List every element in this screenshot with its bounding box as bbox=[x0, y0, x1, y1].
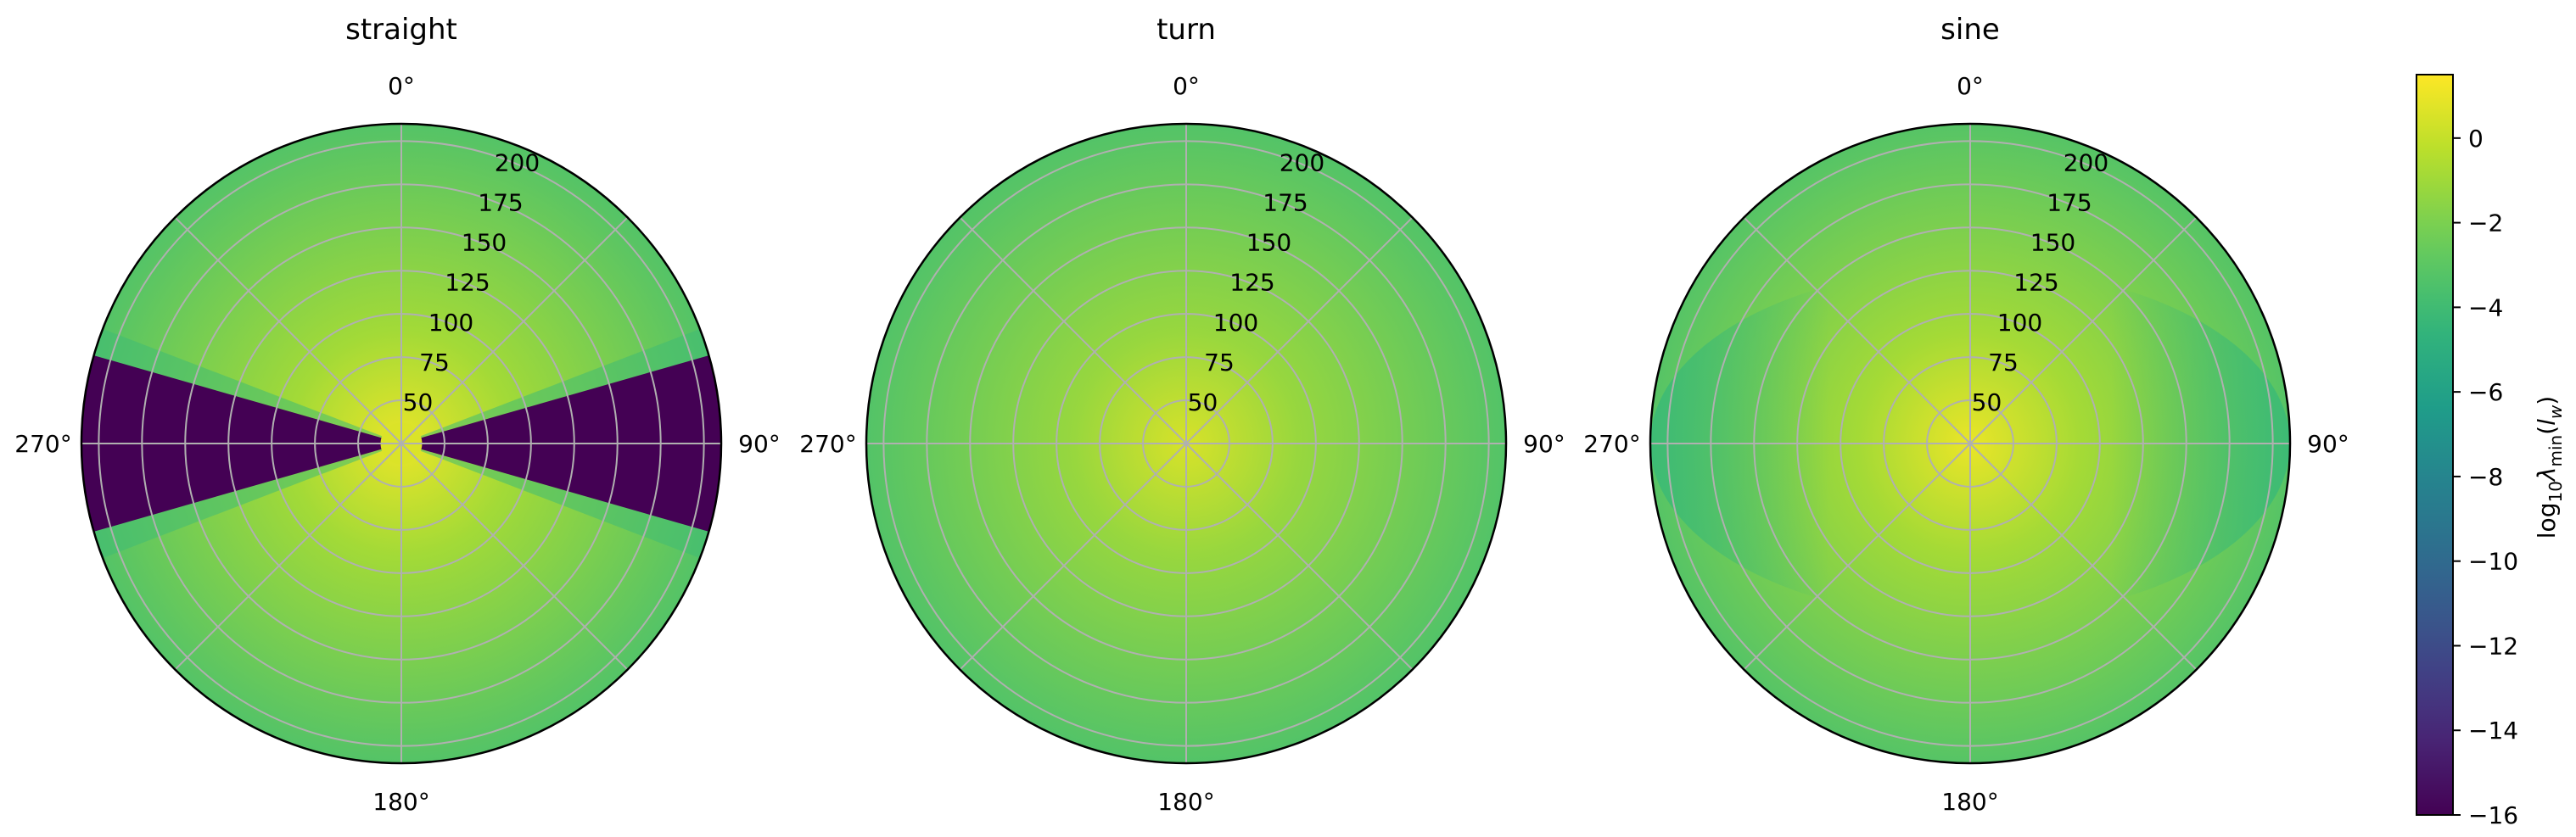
colorbar-outline bbox=[2416, 74, 2454, 816]
r-tick-label: 100 bbox=[1213, 309, 1258, 337]
colorbar-label-open: ( bbox=[2533, 426, 2561, 435]
theta-grid-line bbox=[174, 443, 402, 671]
theta-tick-label: 0° bbox=[1957, 72, 1984, 100]
colorbar-tick-label: −2 bbox=[2468, 209, 2503, 237]
colorbar-tick-label: −14 bbox=[2468, 717, 2518, 745]
r-tick-label: 150 bbox=[1246, 229, 1291, 257]
theta-tick-label: 90° bbox=[1523, 430, 1565, 458]
theta-tick-label: 90° bbox=[738, 430, 781, 458]
polar-panel-straight: straight 50 75 100 125 150 175 200 0° 90° 180° 270… bbox=[14, 13, 781, 816]
theta-grid-line bbox=[959, 216, 1187, 444]
theta-tick-label: 270° bbox=[799, 430, 856, 458]
theta-grid-line bbox=[1185, 216, 1414, 444]
colorbar-tick-label: −8 bbox=[2468, 463, 2503, 491]
theta-tick-label: 180° bbox=[372, 788, 429, 816]
colorbar-label-base: 10 bbox=[2545, 481, 2566, 502]
theta-tick-label: 180° bbox=[1157, 788, 1214, 816]
colorbar-tick-label: −12 bbox=[2468, 632, 2518, 660]
r-tick-label: 75 bbox=[1988, 349, 2019, 377]
colorbar: log10λmin(lw) 0 −2 −4 −6 −8 −10 −12 −14 −16 bbox=[2416, 74, 2566, 829]
r-tick-label: 175 bbox=[1263, 189, 1308, 217]
colorbar-label-close: ) bbox=[2533, 396, 2561, 405]
theta-tick-label: 0° bbox=[1173, 72, 1200, 100]
colorbar-label-min: min bbox=[2545, 435, 2566, 467]
panel-title-straight: straight bbox=[345, 13, 457, 47]
edge-band bbox=[89, 327, 401, 444]
r-tick-label: 100 bbox=[428, 309, 473, 337]
polar-panel-sine: sine 50 75 100 125 150 175 200 0° 90° 180° 270° bbox=[1583, 13, 2349, 816]
r-tick-label: 50 bbox=[1188, 388, 1218, 416]
r-tick-label: 200 bbox=[2064, 149, 2108, 177]
r-tick-label: 175 bbox=[2047, 189, 2092, 217]
r-tick-label: 125 bbox=[445, 269, 490, 297]
r-tick-label: 125 bbox=[1229, 269, 1274, 297]
colorbar-tick-label: −6 bbox=[2468, 378, 2503, 406]
theta-grid-line bbox=[1743, 216, 1971, 444]
theta-grid-line bbox=[1969, 216, 2198, 444]
r-tick-label: 75 bbox=[419, 349, 450, 377]
theta-tick-label: 270° bbox=[1583, 430, 1640, 458]
r-tick-label: 100 bbox=[1997, 309, 2042, 337]
polar-outline bbox=[80, 122, 723, 765]
polar-panel-turn: turn 50 75 100 125 150 175 200 0° 90° 180° 270° bbox=[799, 13, 1565, 816]
r-tick-label: 175 bbox=[478, 189, 523, 217]
colorbar-tick-label: −4 bbox=[2468, 293, 2503, 321]
colorbar-label-lambda: λ bbox=[2533, 467, 2561, 483]
theta-grid-line bbox=[174, 216, 402, 444]
theta-grid-line bbox=[1969, 443, 2198, 671]
theta-grid-line bbox=[1743, 443, 1971, 671]
colorbar-gradient bbox=[2416, 75, 2453, 815]
edge-band bbox=[401, 444, 714, 560]
r-tick-label: 200 bbox=[495, 149, 540, 177]
r-tick-label: 75 bbox=[1204, 349, 1235, 377]
theta-grid-line bbox=[400, 443, 629, 671]
polar-outline bbox=[1649, 122, 2292, 765]
panel-title-turn: turn bbox=[1156, 13, 1216, 47]
r-tick-label: 125 bbox=[2013, 269, 2058, 297]
colorbar-tick-label: −16 bbox=[2468, 801, 2518, 829]
r-tick-label: 50 bbox=[403, 388, 434, 416]
theta-grid-line bbox=[400, 216, 629, 444]
colorbar-tick-label: 0 bbox=[2468, 125, 2484, 153]
r-tick-label: 150 bbox=[462, 229, 507, 257]
theta-tick-label: 0° bbox=[388, 72, 415, 100]
r-tick-label: 150 bbox=[2030, 229, 2075, 257]
theta-tick-label: 90° bbox=[2307, 430, 2349, 458]
r-tick-label: 50 bbox=[1972, 388, 2002, 416]
colorbar-label: log10λmin(lw) bbox=[2533, 396, 2566, 538]
edge-band bbox=[89, 444, 401, 560]
panel-title-sine: sine bbox=[1940, 13, 2000, 47]
colorbar-label-l: l bbox=[2533, 419, 2561, 426]
colorbar-tick-label: −10 bbox=[2468, 548, 2518, 576]
theta-tick-label: 270° bbox=[14, 430, 71, 458]
theta-grid-line bbox=[959, 443, 1187, 671]
theta-tick-label: 180° bbox=[1941, 788, 1998, 816]
colorbar-label-w: w bbox=[2545, 405, 2566, 419]
theta-grid-line bbox=[1185, 443, 1414, 671]
colorbar-label-log: log bbox=[2533, 503, 2561, 539]
polar-outline bbox=[865, 122, 1508, 765]
edge-band bbox=[401, 327, 714, 444]
r-tick-label: 200 bbox=[1280, 149, 1324, 177]
